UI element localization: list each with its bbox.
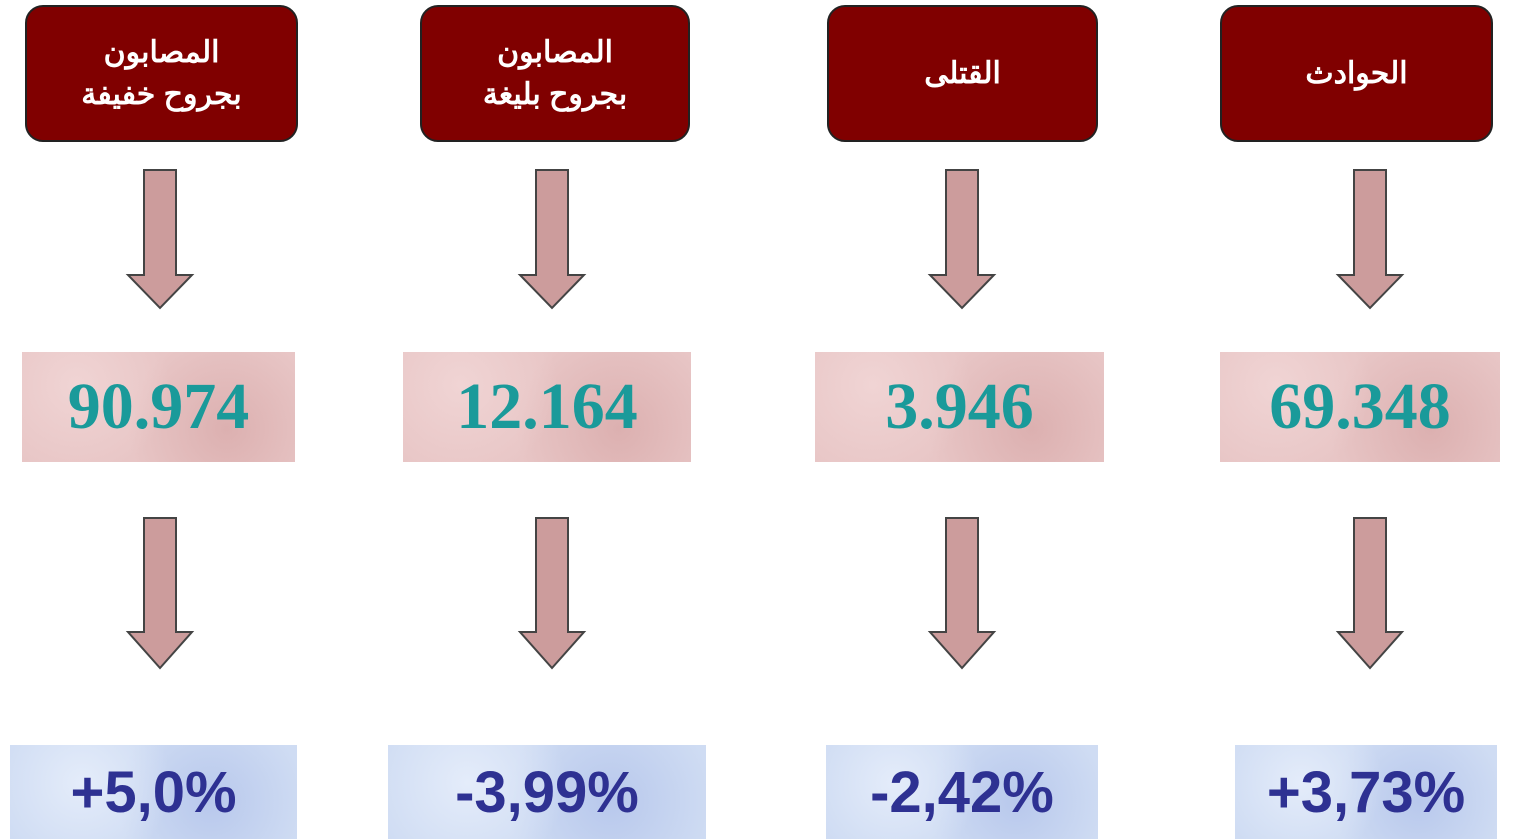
arrow	[517, 517, 587, 670]
header-line: القتلى	[924, 56, 1001, 90]
value-box: 12.164	[403, 352, 691, 462]
arrow	[125, 169, 195, 310]
header-line: المصابون	[497, 35, 613, 69]
header-line: المصابون	[103, 35, 220, 69]
header-box: القتلى	[827, 5, 1098, 142]
header-line: بجروح بليغة	[482, 77, 628, 111]
header-line: بجروح خفيفة	[81, 77, 242, 111]
change-box: +5,0%	[10, 745, 297, 839]
value-box: 3.946	[815, 352, 1104, 462]
arrow	[927, 517, 997, 670]
header-box: الحوادث	[1220, 5, 1493, 142]
header-box: المصابون بجروح خفيفة	[25, 5, 298, 142]
value-box: 90.974	[22, 352, 295, 462]
arrow	[517, 169, 587, 310]
header-line: الحوادث	[1305, 56, 1408, 90]
arrow	[1335, 517, 1405, 670]
arrow	[125, 517, 195, 670]
change-box: +3,73%	[1235, 745, 1497, 839]
arrow	[1335, 169, 1405, 310]
change-box: -2,42%	[826, 745, 1098, 839]
value-box: 69.348	[1220, 352, 1500, 462]
header-box: المصابون بجروح بليغة	[420, 5, 690, 142]
change-box: -3,99%	[388, 745, 706, 839]
arrow	[927, 169, 997, 310]
